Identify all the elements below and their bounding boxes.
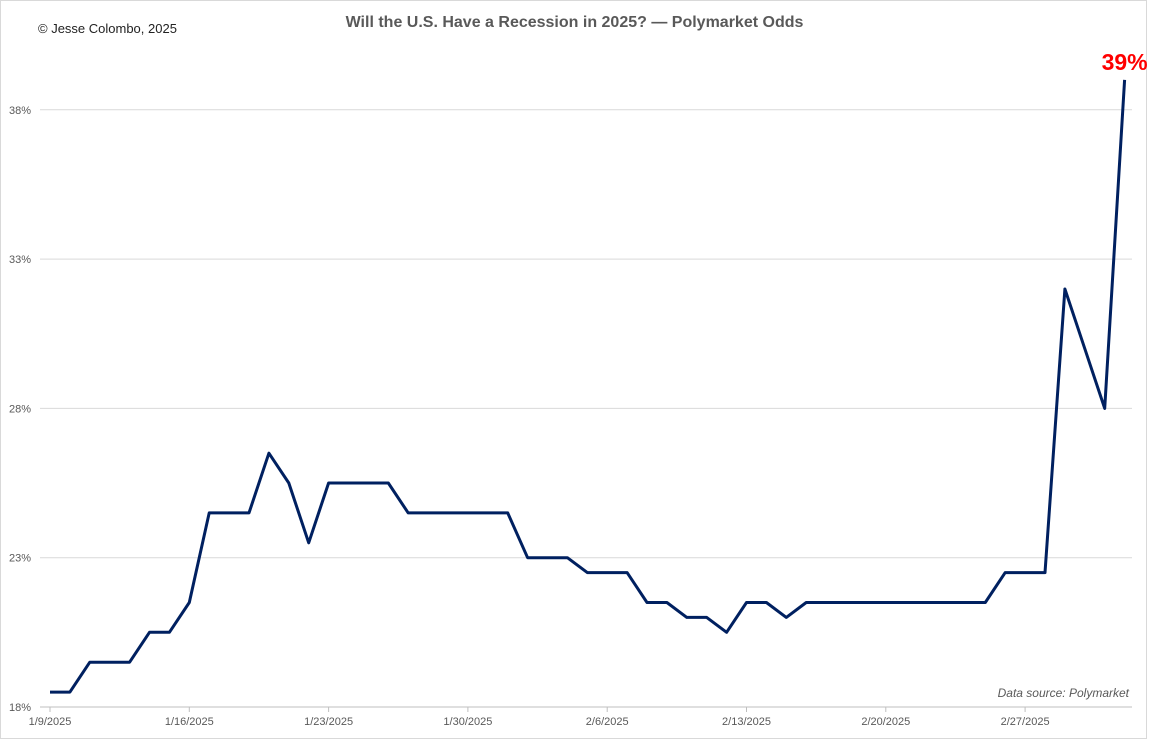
x-tick-label: 2/6/2025	[586, 716, 629, 728]
x-tick-label: 1/23/2025	[304, 716, 353, 728]
gridlines	[40, 109, 1132, 708]
copyright-text: © Jesse Colombo, 2025	[38, 21, 177, 36]
end-value-label: 39%	[1102, 49, 1148, 75]
x-axis-ticks: 1/9/2025 1/16/2025 1/23/2025 1/30/2025 2/6/2…	[29, 707, 1050, 728]
y-tick-label: 33%	[9, 254, 31, 266]
y-tick-label: 28%	[9, 403, 31, 415]
y-tick-label: 18%	[9, 702, 31, 714]
series-layer	[50, 79, 1127, 694]
x-tick-label: 1/9/2025	[29, 716, 72, 728]
x-tick-label: 2/27/2025	[1001, 716, 1050, 728]
x-tick-label: 2/13/2025	[722, 716, 771, 728]
y-tick-label: 38%	[9, 105, 31, 117]
x-tick-label: 2/20/2025	[861, 716, 910, 728]
data-labels: 39%	[1102, 49, 1148, 75]
x-tick-label: 1/30/2025	[443, 716, 492, 728]
y-axis-ticks: 18% 23% 28% 33% 38%	[9, 105, 31, 714]
y-tick-label: 23%	[9, 553, 31, 565]
x-tick-label: 1/16/2025	[165, 716, 214, 728]
data-source-note: Data source: Polymarket	[997, 686, 1129, 700]
series-line	[50, 79, 1127, 694]
chart-title: Will the U.S. Have a Recession in 2025? …	[345, 14, 804, 31]
